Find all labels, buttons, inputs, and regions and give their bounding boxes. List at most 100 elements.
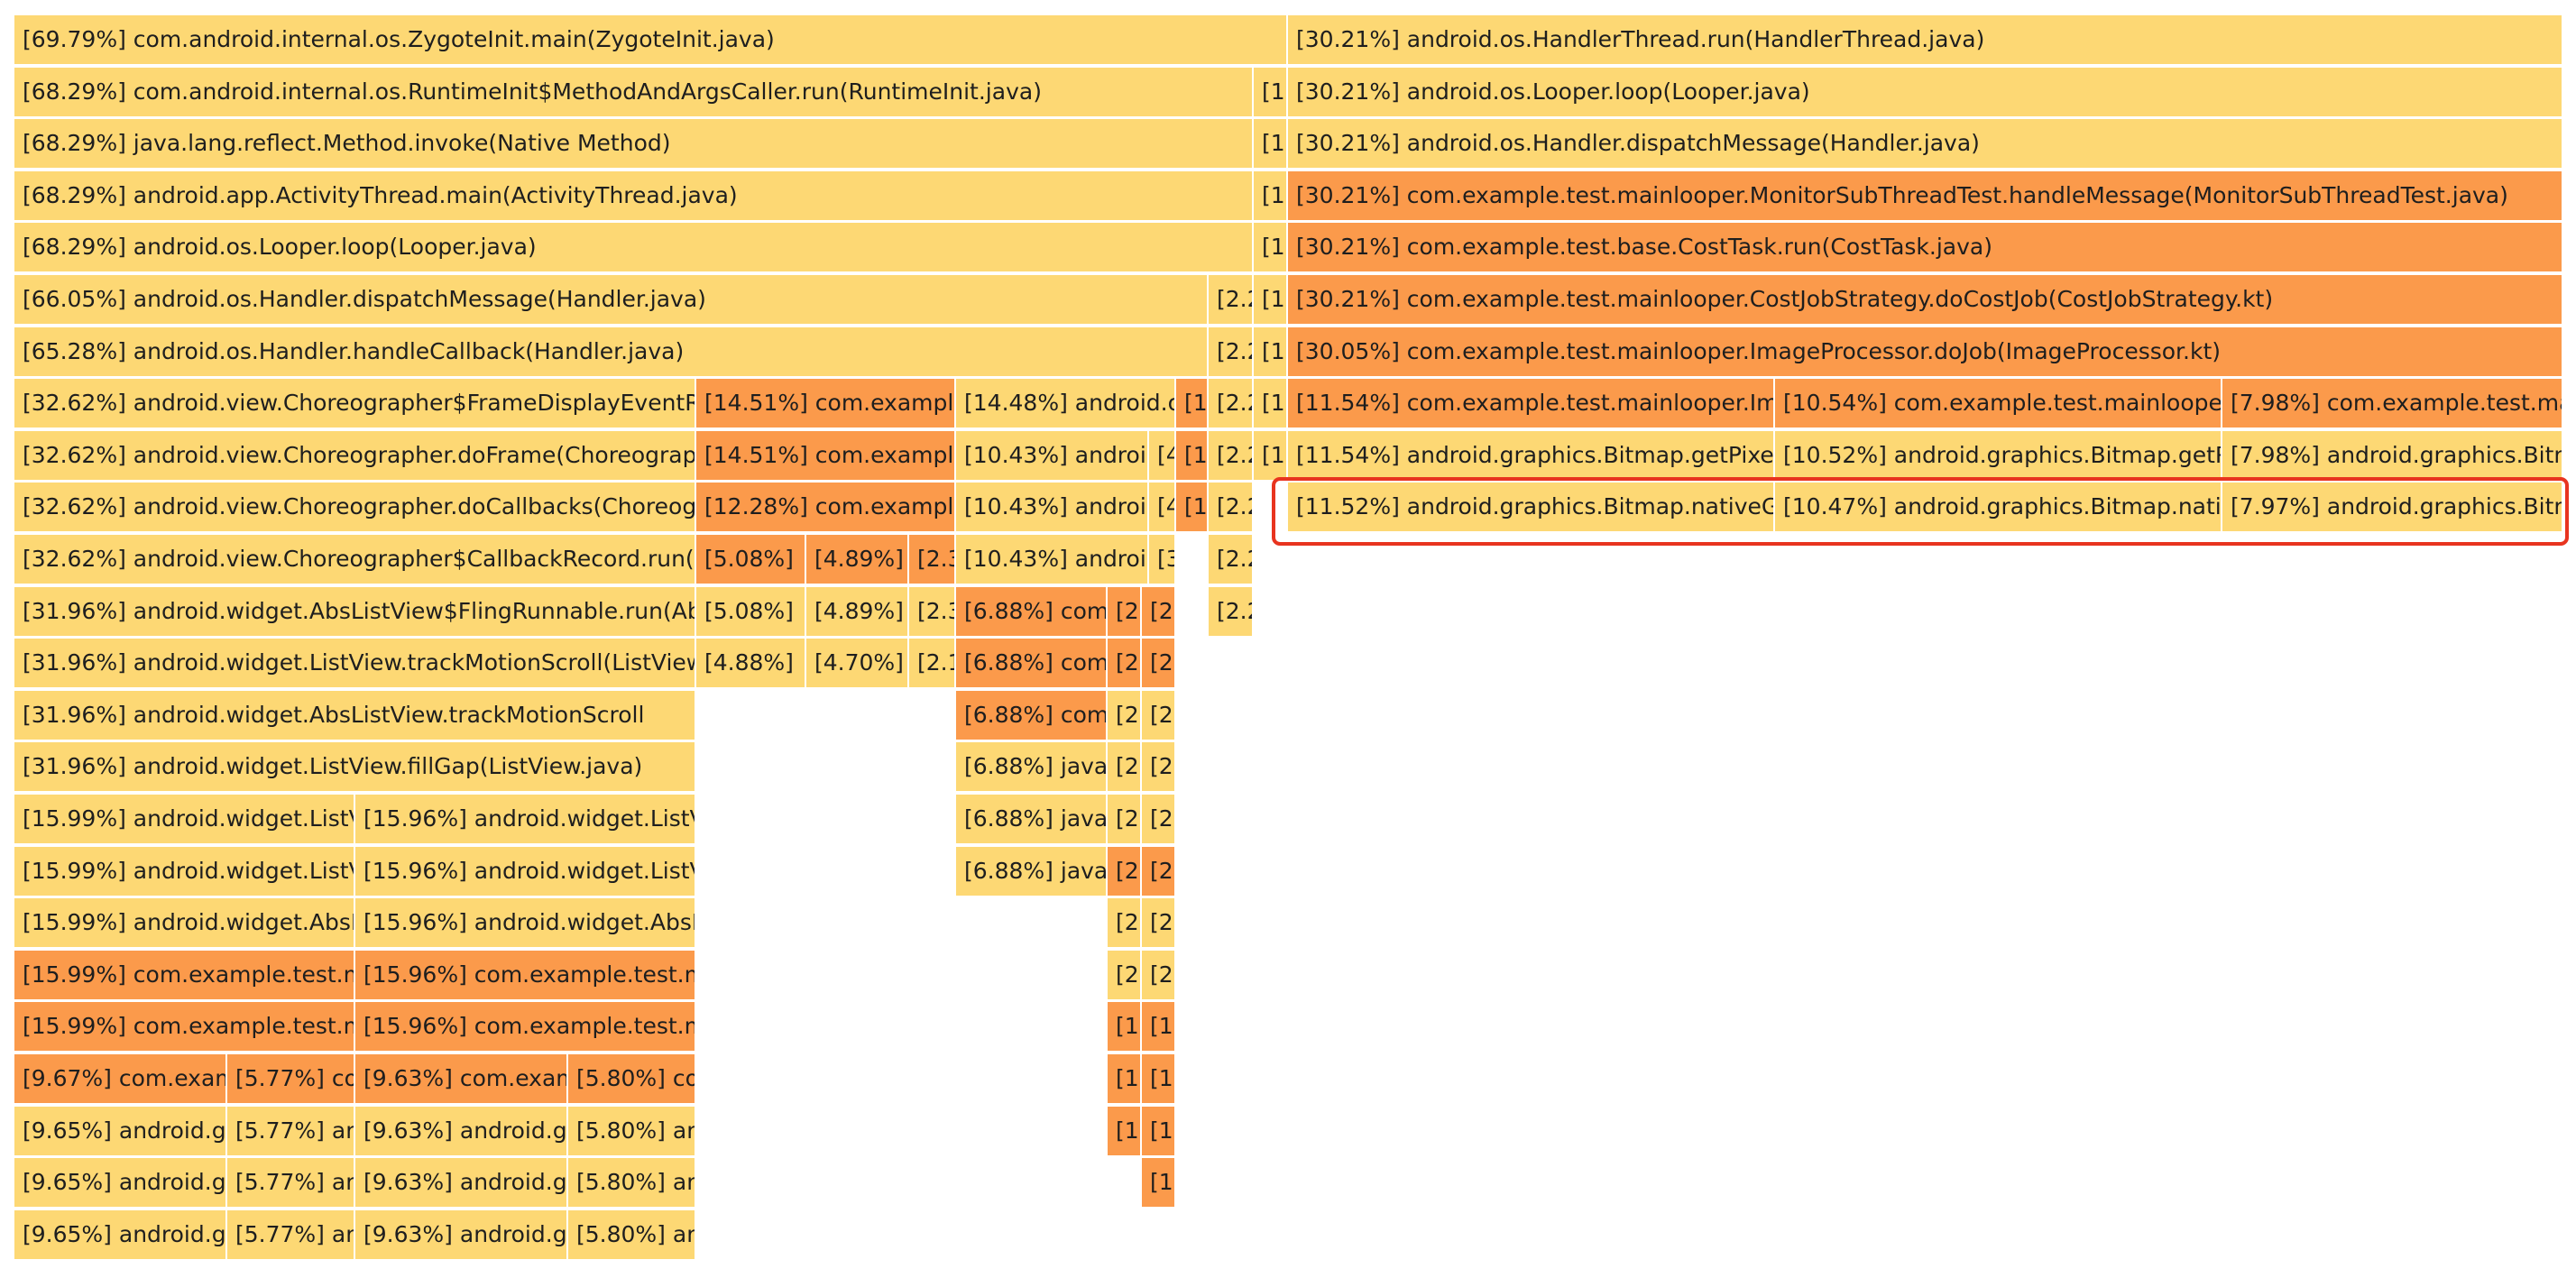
stack-frame[interactable]: [14.51%] com.example.test.mainlooper.ada… bbox=[696, 379, 956, 428]
stack-frame[interactable]: [1.50%] bbox=[1254, 223, 1288, 272]
stack-frame[interactable]: [9.63%] android.graphics bbox=[355, 1158, 568, 1208]
stack-frame[interactable]: [2.00%] bbox=[1142, 846, 1176, 896]
stack-frame[interactable]: [4.05%] bbox=[1149, 430, 1176, 480]
stack-frame[interactable]: [6.88%] java.lang.reflect bbox=[956, 742, 1108, 792]
stack-frame[interactable]: [2.00%] bbox=[1142, 690, 1176, 740]
stack-frame[interactable]: [4.05%] bbox=[1149, 483, 1176, 532]
stack-frame[interactable]: [2.31%] bbox=[909, 586, 956, 636]
stack-frame[interactable]: [1.50%] bbox=[1254, 326, 1288, 376]
stack-frame[interactable]: [30.21%] android.os.Handler.dispatchMess… bbox=[1288, 119, 2563, 169]
stack-frame[interactable]: [31.96%] android.widget.AbsListView$Flin… bbox=[14, 586, 696, 636]
stack-frame[interactable]: [10.47%] android.graphics.Bitmap.nativeG… bbox=[1775, 483, 2222, 532]
stack-frame[interactable]: [4.70%] bbox=[806, 639, 909, 688]
stack-frame[interactable]: [2.10%] bbox=[1108, 795, 1142, 843]
stack-frame[interactable]: [30.21%] com.example.test.base.CostTask.… bbox=[1288, 223, 2563, 272]
stack-frame[interactable]: [10.43%] android.os.MessageQueue.nativeP… bbox=[956, 430, 1149, 480]
stack-frame[interactable]: [32.62%] android.view.Choreographer.doFr… bbox=[14, 430, 696, 480]
stack-frame[interactable]: [6.88%] java.lang.reflect bbox=[956, 846, 1108, 896]
stack-frame[interactable]: [15.99%] com.example.test.mainlooper.ada… bbox=[14, 1002, 355, 1052]
stack-frame[interactable]: [2.24%] bbox=[1209, 275, 1254, 324]
stack-frame[interactable]: [30.21%] com.example.test.mainlooper.Cos… bbox=[1288, 275, 2563, 324]
stack-frame[interactable]: [5.80%] com.example bbox=[568, 1054, 696, 1103]
stack-frame[interactable]: [10.52%] android.graphics.Bitmap.getPixe… bbox=[1775, 430, 2222, 480]
stack-frame[interactable]: [2.10%] bbox=[1108, 950, 1142, 999]
stack-frame[interactable]: [1.50%] bbox=[1254, 67, 1288, 116]
stack-frame[interactable]: [15.96%] com.example.test.mainlooper.ada… bbox=[355, 1002, 696, 1052]
stack-frame[interactable]: [15.96%] android.widget.ListView.makeAnd… bbox=[355, 846, 696, 896]
stack-frame[interactable]: [5.77%] android bbox=[227, 1158, 355, 1208]
stack-frame[interactable]: [2.10%] bbox=[1108, 898, 1142, 948]
stack-frame[interactable]: [14.51%] com.example.test.mainlooper.ada… bbox=[696, 430, 956, 480]
stack-frame[interactable]: [69.79%] com.android.internal.os.ZygoteI… bbox=[14, 15, 1288, 64]
stack-frame[interactable]: [2.24%] bbox=[1209, 483, 1254, 532]
stack-frame[interactable]: [9.67%] com.example.test bbox=[14, 1054, 227, 1103]
stack-frame[interactable]: [32.62%] android.view.Choreographer.doCa… bbox=[14, 483, 696, 532]
stack-frame[interactable]: [15.96%] com.example.test.mainlooper.ada… bbox=[355, 950, 696, 999]
stack-frame[interactable]: [68.29%] android.app.ActivityThread.main… bbox=[14, 170, 1254, 220]
stack-frame[interactable]: [5.80%] android bbox=[568, 1209, 696, 1259]
stack-frame[interactable]: [2.00%] bbox=[1142, 950, 1176, 999]
stack-frame[interactable]: [1.90%] bbox=[1108, 1106, 1142, 1155]
stack-frame[interactable]: [68.29%] java.lang.reflect.Method.invoke… bbox=[14, 119, 1254, 169]
stack-frame[interactable]: [9.65%] android.graphics bbox=[14, 1158, 227, 1208]
stack-frame[interactable]: [1.50%] bbox=[1254, 119, 1288, 169]
stack-frame[interactable]: [9.63%] android.graphics bbox=[355, 1209, 568, 1259]
stack-frame[interactable]: [2.10%] bbox=[1108, 742, 1142, 792]
stack-frame[interactable]: [14.48%] android.os.MessageQueue.next(Me… bbox=[956, 379, 1176, 428]
stack-frame[interactable]: [15.96%] android.widget.ListView.fillUp bbox=[355, 795, 696, 843]
stack-frame[interactable]: [1.80%] bbox=[1142, 1002, 1176, 1052]
stack-frame[interactable]: [30.21%] android.os.HandlerThread.run(Ha… bbox=[1288, 15, 2563, 64]
stack-frame[interactable]: [6.88%] com.example.test bbox=[956, 690, 1108, 740]
stack-frame[interactable]: [9.63%] android.graphics bbox=[355, 1106, 568, 1155]
stack-frame[interactable]: [2.10%] bbox=[1108, 639, 1142, 688]
stack-frame[interactable]: [32.62%] android.view.Choreographer$Fram… bbox=[14, 379, 696, 428]
stack-frame[interactable]: [1.80%] bbox=[1142, 1158, 1176, 1208]
stack-frame[interactable]: [2.00%] bbox=[1142, 795, 1176, 843]
stack-frame[interactable]: [2.00%] bbox=[1142, 586, 1176, 636]
stack-frame[interactable]: [3.64%] bbox=[1149, 535, 1176, 584]
stack-frame[interactable]: [1.20%] bbox=[1176, 430, 1209, 480]
stack-frame[interactable]: [9.65%] android.graphics bbox=[14, 1209, 227, 1259]
stack-frame[interactable]: [10.43%] android.os.MessageQueue.nativeP… bbox=[956, 483, 1149, 532]
stack-frame[interactable]: [30.21%] com.example.test.mainlooper.Mon… bbox=[1288, 170, 2563, 220]
stack-frame[interactable]: [32.62%] android.view.Choreographer$Call… bbox=[14, 535, 696, 584]
stack-frame[interactable]: [2.31%] bbox=[909, 535, 956, 584]
stack-frame[interactable]: [11.54%] com.example.test.mainlooper.Ima… bbox=[1288, 379, 1775, 428]
stack-frame[interactable]: [10.54%] com.example.test.mainlooper.Ima… bbox=[1775, 379, 2222, 428]
stack-frame[interactable]: [68.29%] com.android.internal.os.Runtime… bbox=[14, 67, 1254, 116]
stack-frame[interactable]: [2.10%] bbox=[1108, 586, 1142, 636]
stack-frame[interactable]: [2.24%] bbox=[1209, 326, 1254, 376]
stack-frame[interactable]: [65.28%] android.os.Handler.handleCallba… bbox=[14, 326, 1209, 376]
stack-frame[interactable]: [1.20%] bbox=[1176, 379, 1209, 428]
stack-frame[interactable]: [6.88%] java.lang.reflect bbox=[956, 795, 1108, 843]
stack-frame[interactable]: [5.77%] com.example bbox=[227, 1054, 355, 1103]
stack-frame[interactable]: [7.97%] android.graphics.Bitmap.nativeGe… bbox=[2222, 483, 2563, 532]
stack-frame[interactable]: [2.00%] bbox=[1142, 639, 1176, 688]
stack-frame[interactable]: [4.89%] bbox=[806, 535, 909, 584]
stack-frame[interactable]: [5.77%] android bbox=[227, 1106, 355, 1155]
stack-frame[interactable]: [1.80%] bbox=[1142, 1054, 1176, 1103]
stack-frame[interactable]: [7.98%] android.graphics.Bitmap.getPixel bbox=[2222, 430, 2563, 480]
stack-frame[interactable]: [30.05%] com.example.test.mainlooper.Ima… bbox=[1288, 326, 2563, 376]
stack-frame[interactable]: [2.24%] bbox=[1209, 430, 1254, 480]
stack-frame[interactable]: [5.77%] android bbox=[227, 1209, 355, 1259]
stack-frame[interactable]: [5.80%] android bbox=[568, 1106, 696, 1155]
stack-frame[interactable]: [12.28%] com.example.test.mainlooper.ada… bbox=[696, 483, 956, 532]
stack-frame[interactable]: [1.90%] bbox=[1108, 1002, 1142, 1052]
stack-frame[interactable]: [31.96%] android.widget.ListView.fillGap… bbox=[14, 742, 696, 792]
stack-frame[interactable]: [5.08%] bbox=[696, 535, 806, 584]
stack-frame[interactable]: [2.24%] bbox=[1209, 379, 1254, 428]
stack-frame[interactable]: [2.10%] bbox=[1108, 690, 1142, 740]
stack-frame[interactable]: [9.63%] com.example.test bbox=[355, 1054, 568, 1103]
stack-frame[interactable]: [2.10%] bbox=[1108, 846, 1142, 896]
stack-frame[interactable]: [6.88%] com.example.test bbox=[956, 639, 1108, 688]
stack-frame[interactable]: [1.20%] bbox=[1176, 483, 1209, 532]
stack-frame[interactable]: [15.99%] com.example.test.mainlooper.ada… bbox=[14, 950, 355, 999]
stack-frame[interactable]: [15.99%] android.widget.AbsListView.obta… bbox=[14, 898, 355, 948]
stack-frame[interactable]: [15.99%] android.widget.ListView.makeAnd… bbox=[14, 846, 355, 896]
stack-frame[interactable]: [5.08%] bbox=[696, 586, 806, 636]
stack-frame[interactable]: [4.88%] bbox=[696, 639, 806, 688]
stack-frame[interactable]: [15.99%] android.widget.ListView.fillDow… bbox=[14, 795, 355, 843]
stack-frame[interactable]: [6.88%] com.example.test bbox=[956, 586, 1108, 636]
stack-frame[interactable]: [1.80%] bbox=[1142, 1106, 1176, 1155]
